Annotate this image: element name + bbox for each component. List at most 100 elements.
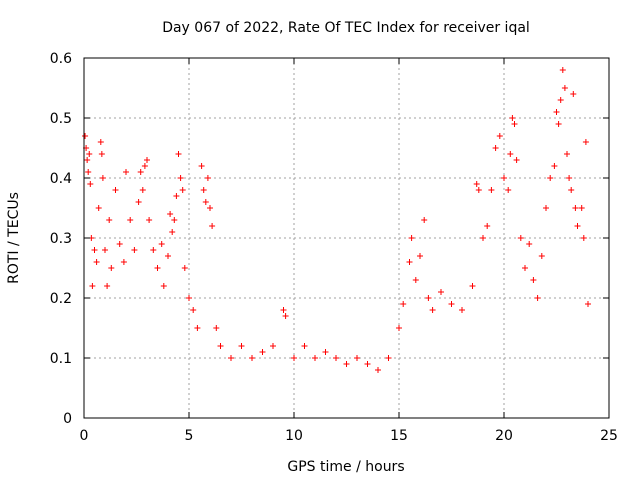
data-point xyxy=(127,217,134,223)
data-point xyxy=(190,307,197,313)
data-point xyxy=(167,211,174,217)
data-point xyxy=(160,283,167,289)
data-point xyxy=(175,151,182,157)
data-point xyxy=(85,169,92,175)
y-tick-label: 0.3 xyxy=(50,231,72,247)
data-point xyxy=(469,283,476,289)
y-tick-label: 0 xyxy=(63,411,72,427)
data-point xyxy=(566,175,573,181)
data-point xyxy=(86,151,93,157)
data-point xyxy=(492,145,499,151)
data-point xyxy=(89,283,96,289)
data-point xyxy=(181,265,188,271)
data-point xyxy=(551,163,558,169)
data-point xyxy=(91,247,98,253)
data-point xyxy=(200,187,207,193)
data-point xyxy=(217,343,224,349)
data-point xyxy=(421,217,428,223)
data-point xyxy=(522,265,528,271)
data-point xyxy=(177,175,184,181)
data-point xyxy=(547,175,554,181)
data-point xyxy=(270,343,276,349)
data-point xyxy=(116,241,123,247)
data-point xyxy=(480,235,486,241)
data-point xyxy=(87,181,94,187)
data-point xyxy=(97,139,104,145)
data-point xyxy=(141,163,148,169)
data-point xyxy=(534,295,541,301)
data-point xyxy=(158,241,165,247)
data-point xyxy=(484,223,491,229)
data-point xyxy=(84,157,91,163)
data-point xyxy=(530,277,537,283)
data-point xyxy=(408,235,415,241)
data-point xyxy=(507,151,514,157)
data-point xyxy=(93,259,100,265)
x-tick-labels: 0 5 10 15 20 25 xyxy=(80,428,618,444)
data-point xyxy=(517,235,524,241)
data-point xyxy=(580,235,587,241)
data-point xyxy=(488,187,495,193)
data-point xyxy=(555,121,562,127)
data-point xyxy=(511,121,518,127)
data-point xyxy=(154,265,161,271)
data-point xyxy=(209,223,216,229)
data-point xyxy=(131,247,138,253)
data-point xyxy=(146,217,153,223)
data-point xyxy=(568,187,575,193)
x-tick-label: 15 xyxy=(390,428,408,444)
data-point xyxy=(400,301,407,307)
data-point xyxy=(238,343,245,349)
data-point xyxy=(194,325,201,331)
data-point xyxy=(538,253,545,259)
data-point xyxy=(198,163,205,169)
x-tick-label: 5 xyxy=(185,428,194,444)
data-point xyxy=(150,247,157,253)
y-tick-label: 0.4 xyxy=(50,171,72,187)
data-point xyxy=(425,295,432,301)
x-tick-label: 10 xyxy=(285,428,303,444)
data-point xyxy=(574,223,581,229)
data-point xyxy=(82,133,89,139)
data-point xyxy=(312,355,318,361)
data-point xyxy=(343,361,350,367)
data-point xyxy=(354,355,360,361)
data-point xyxy=(496,133,503,139)
data-point xyxy=(364,361,371,367)
y-axis-label: ROTI / TECUs xyxy=(6,192,22,284)
data-point xyxy=(173,193,180,199)
data-point xyxy=(112,187,119,193)
x-tick-label: 25 xyxy=(600,428,618,444)
data-point xyxy=(322,349,329,355)
data-point xyxy=(526,241,533,247)
data-point xyxy=(106,217,113,223)
data-point xyxy=(585,301,591,307)
y-tick-label: 0.1 xyxy=(50,351,72,367)
data-point xyxy=(509,115,516,121)
data-point xyxy=(139,187,146,193)
data-point xyxy=(228,355,234,361)
data-point xyxy=(123,169,129,175)
data-point xyxy=(578,205,585,211)
data-point xyxy=(98,151,105,157)
y-tick-label: 0.6 xyxy=(50,51,72,67)
data-point xyxy=(99,175,106,181)
axis-ticks xyxy=(83,57,610,419)
data-point xyxy=(259,349,266,355)
x-tick-label: 0 xyxy=(80,428,89,444)
data-point xyxy=(135,199,142,205)
data-point xyxy=(104,283,111,289)
data-point xyxy=(171,217,178,223)
data-point xyxy=(406,259,413,265)
data-point xyxy=(282,313,289,319)
data-point xyxy=(169,229,176,235)
y-tick-label: 0.2 xyxy=(50,291,72,307)
data-point xyxy=(564,151,570,157)
data-point xyxy=(249,355,255,361)
data-point xyxy=(557,97,564,103)
data-point xyxy=(412,277,419,283)
data-point xyxy=(204,175,211,181)
data-point xyxy=(582,139,589,145)
data-point xyxy=(137,169,144,175)
